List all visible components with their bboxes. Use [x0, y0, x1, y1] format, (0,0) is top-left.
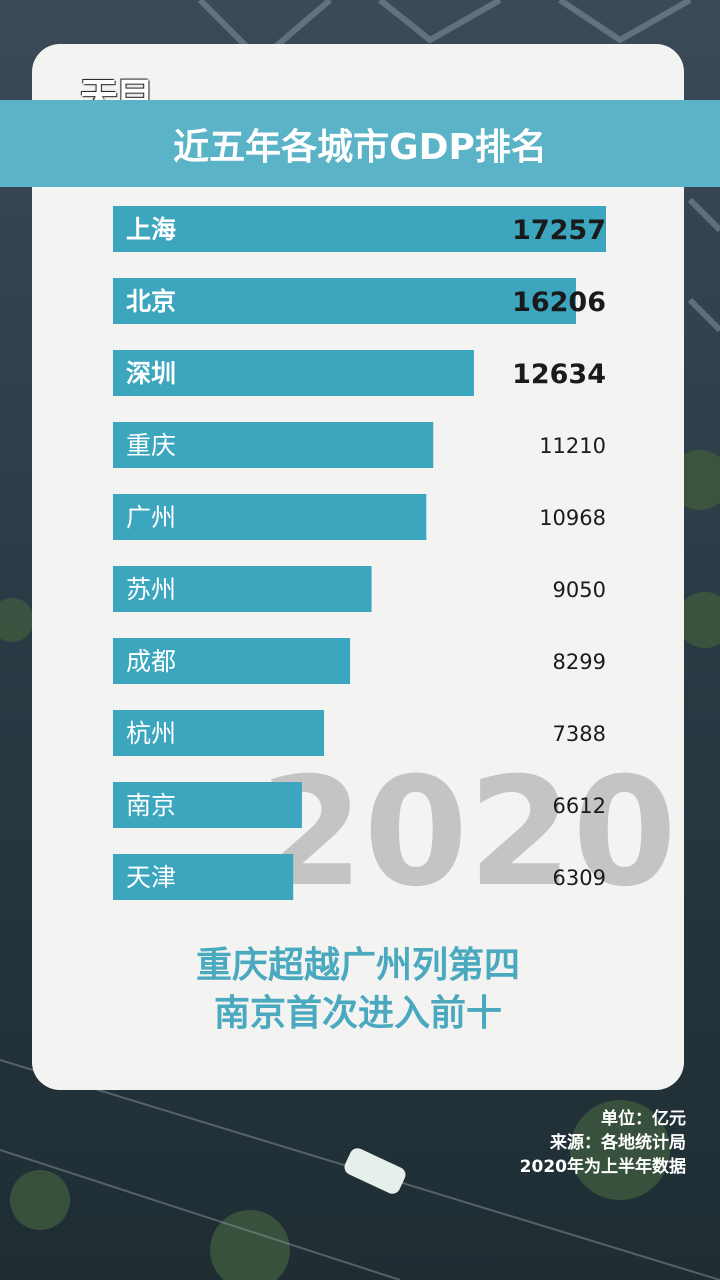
bar-5: [113, 566, 372, 612]
headline-line-1: 重庆超越广州列第四: [195, 945, 520, 986]
source-note: 来源：各地统计局: [550, 1133, 686, 1153]
value-label-5: 9050: [553, 578, 606, 602]
category-label-6: 成都: [126, 647, 176, 676]
value-label-8: 6612: [553, 794, 606, 818]
value-label-4: 10968: [539, 506, 606, 530]
footnotes: 单位：亿元 来源：各地统计局 2020年为上半年数据: [520, 1107, 686, 1179]
category-label-0: 上海: [126, 215, 176, 244]
category-label-5: 苏州: [126, 575, 176, 604]
category-label-4: 广州: [126, 503, 176, 532]
bar-0: [113, 206, 606, 252]
bar-4: [113, 494, 427, 540]
category-label-1: 北京: [126, 287, 176, 316]
category-label-2: 深圳: [126, 359, 176, 388]
category-label-3: 重庆: [126, 431, 176, 460]
value-label-0: 17257: [512, 215, 606, 246]
value-label-3: 11210: [539, 434, 606, 458]
bar-9: [113, 854, 294, 900]
bar-6: [113, 638, 351, 684]
year-watermark: 2020: [259, 746, 676, 920]
headline-line-2: 南京首次进入前十: [213, 993, 502, 1034]
category-label-9: 天津: [126, 863, 176, 892]
period-note: 2020年为上半年数据: [519, 1157, 686, 1177]
value-label-9: 6309: [553, 866, 606, 890]
value-label-6: 8299: [553, 650, 606, 674]
value-label-1: 16206: [512, 287, 606, 318]
car-image: [344, 1148, 406, 1194]
title-band: 近五年各城市GDP排名: [0, 100, 720, 187]
value-label-2: 12634: [512, 359, 606, 390]
bar-1: [113, 278, 576, 324]
category-label-7: 杭州: [126, 719, 176, 748]
bar-8: [113, 782, 302, 828]
category-label-8: 南京: [126, 791, 176, 820]
bar-2: [113, 350, 474, 396]
bar-7: [113, 710, 325, 756]
unit-note: 单位：亿元: [601, 1109, 686, 1129]
chart-title: 近五年各城市GDP排名: [173, 126, 547, 168]
value-label-7: 7388: [553, 722, 606, 746]
bar-3: [113, 422, 434, 468]
